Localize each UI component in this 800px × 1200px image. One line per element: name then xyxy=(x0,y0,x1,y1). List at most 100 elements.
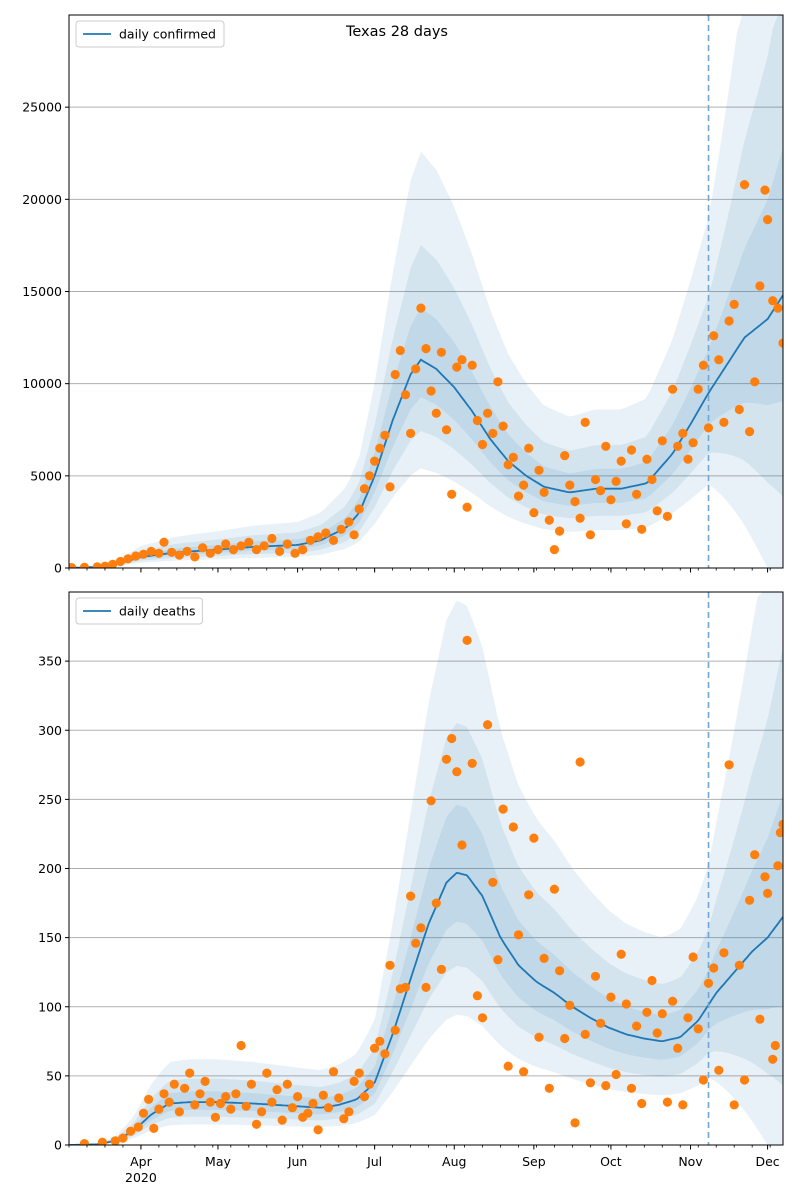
deaths-data-point-118 xyxy=(714,1065,724,1075)
confirmed-data-point-15 xyxy=(190,552,200,562)
deaths-data-point-10 xyxy=(159,1089,169,1099)
deaths-data-point-110 xyxy=(673,1043,683,1053)
deaths-ytick-label-4: 200 xyxy=(38,861,62,876)
deaths-data-point-85 xyxy=(544,1083,554,1093)
deaths-data-point-33 xyxy=(277,1115,287,1125)
confirmed-data-point-13 xyxy=(174,550,184,560)
confirmed-data-point-38 xyxy=(359,484,369,494)
deaths-data-point-45 xyxy=(339,1114,349,1124)
deaths-data-point-62 xyxy=(426,796,436,806)
confirmed-data-point-93 xyxy=(642,454,652,464)
deaths-data-point-67 xyxy=(452,767,462,777)
confirmed-data-point-47 xyxy=(406,428,416,438)
deaths-data-point-61 xyxy=(421,982,431,993)
deaths-data-point-53 xyxy=(380,1049,390,1059)
confirmed-data-point-74 xyxy=(544,515,554,525)
deaths-data-point-79 xyxy=(513,930,524,940)
deaths-data-point-1 xyxy=(97,1137,107,1145)
deaths-legend-label: daily deaths xyxy=(119,604,196,619)
deaths-data-point-69 xyxy=(462,635,472,646)
confirmed-data-point-4 xyxy=(108,559,118,568)
deaths-data-point-8 xyxy=(149,1123,159,1133)
confirmed-legend-label: daily confirmed xyxy=(119,27,216,42)
confirmed-data-point-90 xyxy=(626,445,637,455)
deaths-ytick-label-5: 250 xyxy=(38,792,62,807)
confirmed-data-point-23 xyxy=(251,545,262,555)
deaths-data-point-81 xyxy=(524,890,534,900)
deaths-data-point-126 xyxy=(755,1014,765,1024)
confirmed-data-point-73 xyxy=(539,487,549,497)
deaths-xtick-label-6: Oct xyxy=(600,1154,622,1169)
deaths-data-point-78 xyxy=(508,822,518,832)
confirmed-data-point-28 xyxy=(290,548,300,558)
confirmed-band-2 xyxy=(69,147,783,568)
confirmed-data-point-83 xyxy=(590,474,601,485)
deaths-data-point-91 xyxy=(575,757,585,767)
confirmed-data-point-53 xyxy=(436,347,446,357)
deaths-data-point-98 xyxy=(611,1069,621,1080)
deaths-data-point-63 xyxy=(431,898,441,908)
deaths-data-point-14 xyxy=(180,1083,190,1093)
confirmed-data-point-97 xyxy=(662,511,673,521)
deaths-xtick-label-0: Apr xyxy=(130,1154,152,1169)
deaths-data-point-127 xyxy=(760,872,770,882)
confirmed-data-point-69 xyxy=(519,480,529,490)
deaths-data-point-106 xyxy=(652,1028,662,1038)
deaths-data-point-64 xyxy=(436,964,446,975)
confirmed-data-point-37 xyxy=(354,504,364,514)
deaths-xtick-label-4: Aug xyxy=(442,1154,466,1169)
deaths-data-point-101 xyxy=(626,1083,637,1093)
deaths-data-point-124 xyxy=(745,895,755,905)
confirmed-data-point-58 xyxy=(462,502,472,512)
deaths-data-point-96 xyxy=(601,1081,611,1091)
confirmed-data-point-51 xyxy=(426,386,436,396)
confirmed-data-point-111 xyxy=(734,404,744,415)
deaths-data-point-104 xyxy=(642,1007,652,1017)
deaths-data-point-122 xyxy=(734,960,744,970)
confirmed-plot-area xyxy=(69,15,783,568)
deaths-ytick-label-7: 350 xyxy=(38,654,62,669)
confirmed-data-point-57 xyxy=(457,355,467,365)
deaths-data-point-36 xyxy=(293,1092,303,1102)
deaths-data-point-93 xyxy=(585,1078,596,1088)
confirmed-data-point-20 xyxy=(228,545,238,555)
deaths-data-point-73 xyxy=(483,720,493,730)
confirmed-data-point-63 xyxy=(488,428,498,438)
deaths-data-point-42 xyxy=(323,1103,333,1113)
deaths-data-point-132 xyxy=(775,828,783,838)
deaths-data-point-108 xyxy=(662,1097,673,1107)
confirmed-data-point-62 xyxy=(483,408,493,418)
deaths-data-point-38 xyxy=(303,1108,313,1118)
confirmed-data-point-68 xyxy=(513,491,524,501)
confirmed-data-point-99 xyxy=(673,441,683,451)
confirmed-data-point-54 xyxy=(441,425,452,435)
confirmed-data-point-87 xyxy=(611,476,621,486)
deaths-ytick-label-3: 150 xyxy=(38,930,62,945)
confirmed-data-point-3 xyxy=(100,561,110,568)
deaths-data-point-55 xyxy=(390,1025,400,1035)
confirmed-data-point-86 xyxy=(606,495,616,505)
confirmed-data-point-66 xyxy=(503,460,513,470)
deaths-data-point-121 xyxy=(729,1100,739,1110)
confirmed-ytick-label-4: 20000 xyxy=(22,192,62,207)
deaths-data-point-47 xyxy=(349,1076,359,1086)
confirmed-data-point-67 xyxy=(508,452,518,462)
confirmed-data-point-79 xyxy=(570,497,580,507)
deaths-plot-area xyxy=(69,592,783,1145)
confirmed-data-point-108 xyxy=(719,417,729,427)
confirmed-data-point-46 xyxy=(400,390,411,400)
confirmed-data-point-26 xyxy=(275,546,285,557)
deaths-data-point-17 xyxy=(195,1089,205,1099)
deaths-band-0 xyxy=(69,592,783,1145)
confirmed-data-point-112 xyxy=(739,180,750,190)
deaths-data-point-30 xyxy=(262,1068,272,1078)
deaths-data-point-25 xyxy=(236,1040,246,1051)
deaths-data-point-22 xyxy=(221,1092,231,1102)
deaths-data-point-116 xyxy=(703,978,714,988)
deaths-data-point-48 xyxy=(354,1068,364,1078)
deaths-data-point-15 xyxy=(185,1068,195,1078)
deaths-data-point-26 xyxy=(241,1101,251,1111)
confirmed-data-point-39 xyxy=(364,471,375,481)
deaths-data-point-6 xyxy=(138,1108,149,1118)
deaths-data-point-51 xyxy=(370,1043,380,1053)
